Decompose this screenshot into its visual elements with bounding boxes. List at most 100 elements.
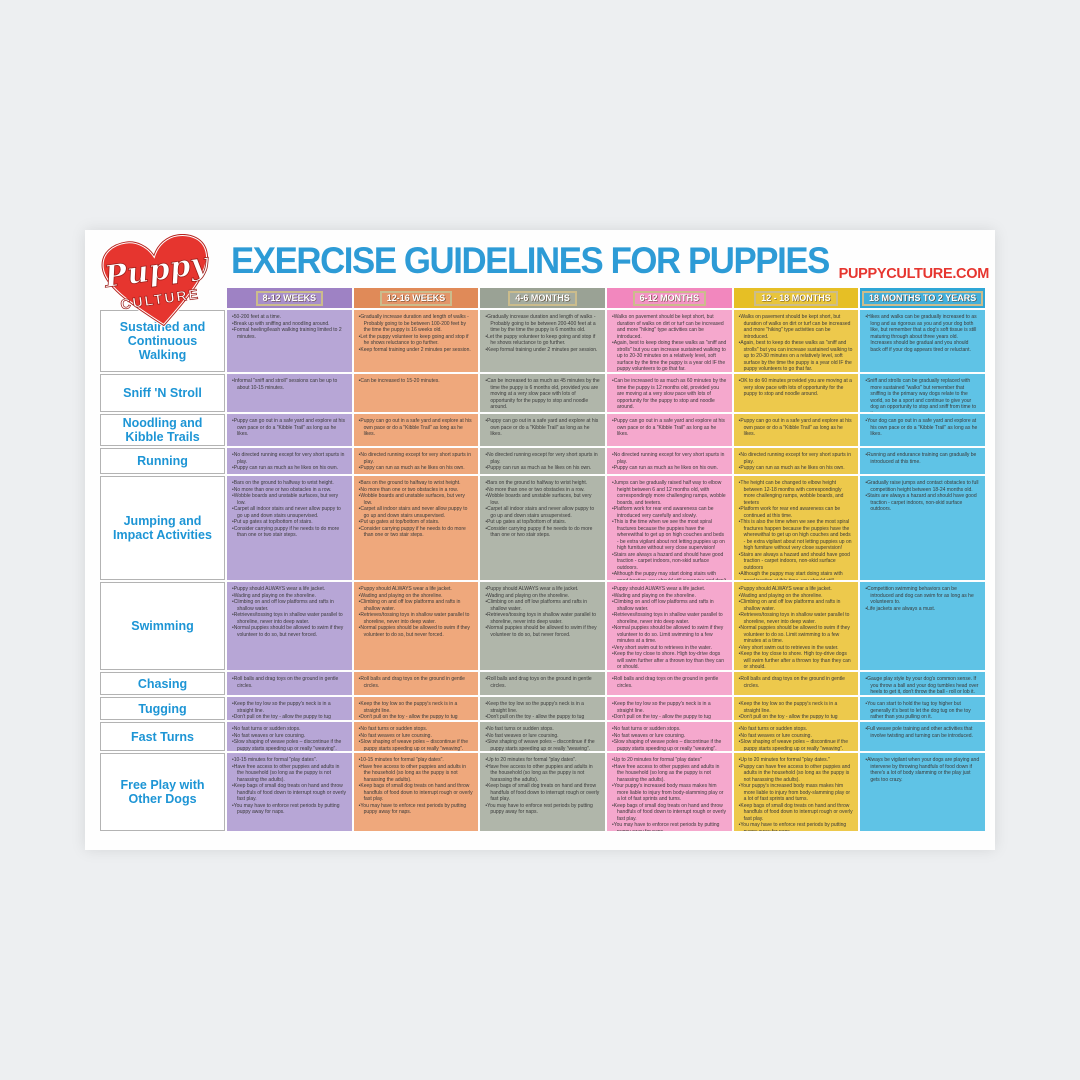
cell-bullet: Put up gates at top/bottom of stairs.: [485, 519, 600, 526]
cell-bullet: Puppy can have free access to other pupp…: [739, 764, 854, 784]
cell-bullet: Keep bags of small dog treats on hand an…: [232, 783, 347, 803]
table-cell: Roll balls and drag toys on the ground i…: [227, 672, 352, 695]
row-label-5: Jumping and Impact Activities: [100, 476, 225, 580]
cell-bullet: Retrieves/tossing toys in shallow water …: [232, 612, 347, 625]
cell-bullet: Wobble boards and unstable surfaces, but…: [232, 493, 347, 506]
row-label-9: Fast Turns: [100, 722, 225, 751]
cell-bullet: You may have to enforce rest periods by …: [485, 803, 600, 816]
table-cell: Puppy should ALWAYS wear a life jacket.W…: [480, 582, 605, 670]
table-cell: 10-15 minutes for formal "play dates".Ha…: [353, 753, 479, 831]
column-header-label: 6-12 MONTHS: [632, 290, 707, 306]
cell-bullet: Slow shaping of weave poles – discontinu…: [739, 739, 854, 751]
cell-bullet: Keep the toy close to shore. High toy-dr…: [739, 651, 854, 670]
cell-bullet: Put up gates at top/bottom of stairs.: [359, 519, 474, 526]
cell-bullet: Slow shaping of weave poles – discontinu…: [612, 739, 727, 751]
cell-bullet: Gradually raise jumps and contact obstac…: [865, 480, 980, 493]
table-cell: Hikes and walks can be gradually increas…: [860, 310, 985, 372]
cell-bullet: Puppy can run as much as he likes on his…: [485, 465, 600, 472]
cell-bullet: Wobble boards and unstable surfaces, but…: [359, 493, 474, 506]
cell-bullet: Have free access to other puppies and ad…: [485, 764, 600, 784]
row-label-3: Noodling and Kibble Trails: [100, 414, 225, 446]
cell-bullet: You can start to hold the tug toy higher…: [865, 701, 980, 720]
table-cell: Puppy can go out in a safe yard and expl…: [480, 414, 605, 446]
cell-bullet: Keep the toy low so the puppy's neck is …: [232, 701, 347, 714]
column-header-3: 4-6 MONTHS: [480, 288, 605, 308]
table-cell: Bars on the ground to halfway to wrist h…: [227, 476, 352, 580]
cell-bullet: Have free access to other puppies and ad…: [612, 764, 727, 784]
cell-bullet: Keep bags of small dog treats on hand an…: [739, 803, 854, 823]
table-cell: Jumps can be gradually raised half way t…: [606, 476, 732, 580]
row-label-text: Running: [137, 454, 188, 468]
table-cell: Informal "sniff and stroll" sessions can…: [227, 374, 352, 412]
cell-bullet: Informal "sniff and stroll" sessions can…: [232, 378, 347, 391]
table-cell: Puppy should ALWAYS wear a life jacket.W…: [227, 582, 352, 670]
cell-bullet: Wading and playing on the shoreline.: [739, 593, 854, 600]
cell-bullet: OK to do 60 minutes provided you are mov…: [739, 378, 854, 398]
cell-bullet: The height can be changed to elbow heigh…: [739, 480, 854, 506]
cell-bullet: Walks on pavement should be kept short, …: [612, 314, 727, 340]
cell-bullet: Gradually increase duration and length o…: [359, 314, 474, 334]
cell-bullet: Slow shaping of weave poles – discontinu…: [359, 739, 474, 751]
cell-bullet: Normal puppies should be allowed to swim…: [359, 625, 474, 638]
table-cell: No fast turns or sudden stops.No fast we…: [733, 722, 859, 751]
cell-bullet: Puppy should ALWAYS wear a life jacket.: [232, 586, 347, 593]
cell-bullet: No directed running except for very shor…: [232, 452, 347, 465]
cell-bullet: Wobble boards and unstable surfaces, but…: [485, 493, 600, 506]
table-cell: Puppy should ALWAYS wear a life jacket.W…: [353, 582, 479, 670]
row-label-text: Noodling and Kibble Trails: [122, 416, 203, 444]
cell-bullet: Keep the toy low so the puppy's neck is …: [739, 701, 854, 714]
table-cell: Gradually raise jumps and contact obstac…: [860, 476, 985, 580]
cell-bullet: Up to 20 minutes for formal "play dates.…: [739, 757, 854, 764]
table-cell: No fast turns or sudden stops.No fast we…: [606, 722, 732, 751]
cell-bullet: Roll balls and drag toys on the ground i…: [359, 676, 474, 689]
cell-bullet: No fast turns or sudden stops.: [232, 726, 347, 733]
table-cell: Gradually increase duration and length o…: [480, 310, 605, 372]
cell-bullet: Don't pull on the toy - allow the puppy …: [485, 714, 600, 720]
table-cell: Keep the toy low so the puppy's neck is …: [606, 697, 732, 720]
cell-bullet: Climbing on and off low platforms and ra…: [739, 599, 854, 612]
table-cell: Puppy can go out in a safe yard and expl…: [606, 414, 732, 446]
cell-bullet: Competition swimming behaviors can be in…: [865, 586, 980, 606]
cell-bullet: Again, best to keep do these walks as "s…: [739, 340, 854, 372]
cell-bullet: No more than one or two obstacles in a r…: [359, 487, 474, 494]
cell-bullet: Puppy should ALWAYS wear a life jacket.: [485, 586, 600, 593]
cell-bullet: Puppy should ALWAYS wear a life jacket.: [359, 586, 474, 593]
table-cell: No fast turns or sudden stops.No fast we…: [227, 722, 352, 751]
cell-bullet: Full weave pole training and other activ…: [865, 726, 980, 739]
table-cell: No directed running except for very shor…: [606, 448, 732, 474]
row-label-text: Swimming: [131, 619, 194, 633]
table-cell: 10-15 minutes for formal "play dates".Ha…: [227, 753, 352, 831]
cell-bullet: Puppy should ALWAYS wear a life jacket.: [612, 586, 727, 593]
cell-bullet: 10-15 minutes for formal "play dates".: [359, 757, 474, 764]
row-label-text: Chasing: [137, 676, 188, 691]
cell-bullet: Climbing on and off low platforms and ra…: [232, 599, 347, 612]
table-cell: Up to 20 minutes for formal "play dates.…: [733, 753, 859, 831]
table-cell: Puppy should ALWAYS wear a life jacket.W…: [606, 582, 732, 670]
table-cell: Walks on pavement should be kept short, …: [606, 310, 732, 372]
cell-bullet: Puppy can go out in a safe yard and expl…: [359, 418, 474, 438]
table-cell: No directed running except for very shor…: [227, 448, 352, 474]
table-cell: Puppy can go out in a safe yard and expl…: [353, 414, 479, 446]
cell-bullet: Climbing on and off low platforms and ra…: [612, 599, 727, 612]
table-cell: Competition swimming behaviors can be in…: [860, 582, 985, 670]
table-cell: No directed running except for very shor…: [353, 448, 479, 474]
column-header-6: 18 MONTHS TO 2 YEARS: [860, 288, 985, 308]
cell-bullet: No fast turns or sudden stops.: [739, 726, 854, 733]
row-label-4: Running: [100, 448, 225, 474]
cell-bullet: Wading and playing on the shoreline.: [359, 593, 474, 600]
cell-bullet: Retrieves/tossing toys in shallow water …: [612, 612, 727, 625]
row-label-text: Jumping and Impact Activities: [113, 514, 212, 542]
column-header-1: 8-12 WEEKS: [227, 288, 352, 308]
cell-bullet: Running and endurance training can gradu…: [865, 452, 980, 465]
table-cell: No fast turns or sudden stops.No fast we…: [480, 722, 605, 751]
cell-bullet: No fast weaves or lure coursing.: [485, 733, 600, 740]
row-label-text: Fast Turns: [131, 729, 194, 744]
column-header-label: 18 MONTHS TO 2 YEARS: [862, 290, 984, 306]
cell-bullet: Put up gates at top/bottom of stairs.: [232, 519, 347, 526]
cell-bullet: No fast weaves or lure coursing.: [232, 733, 347, 740]
cell-bullet: Always be vigilant when your dogs are pl…: [865, 757, 980, 783]
poster-title: EXERCISE GUIDELINES FOR PUPPIES: [231, 240, 830, 281]
puppy-culture-logo: Puppy CULTURE: [93, 232, 223, 334]
table-cell: Running and endurance training can gradu…: [860, 448, 985, 474]
cell-bullet: You may have to enforce rest periods by …: [739, 822, 854, 831]
